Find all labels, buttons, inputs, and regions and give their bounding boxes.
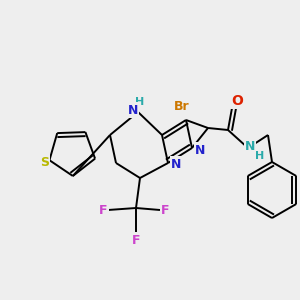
Text: N: N	[245, 140, 255, 152]
Text: N: N	[171, 158, 181, 170]
Text: O: O	[231, 94, 243, 108]
Text: H: H	[255, 151, 265, 161]
Text: F: F	[161, 205, 169, 218]
Text: F: F	[99, 205, 107, 218]
Text: Br: Br	[174, 100, 190, 113]
Text: F: F	[132, 235, 140, 248]
Text: N: N	[128, 103, 138, 116]
Text: H: H	[135, 97, 145, 107]
Text: N: N	[195, 143, 205, 157]
Text: S: S	[40, 156, 49, 169]
